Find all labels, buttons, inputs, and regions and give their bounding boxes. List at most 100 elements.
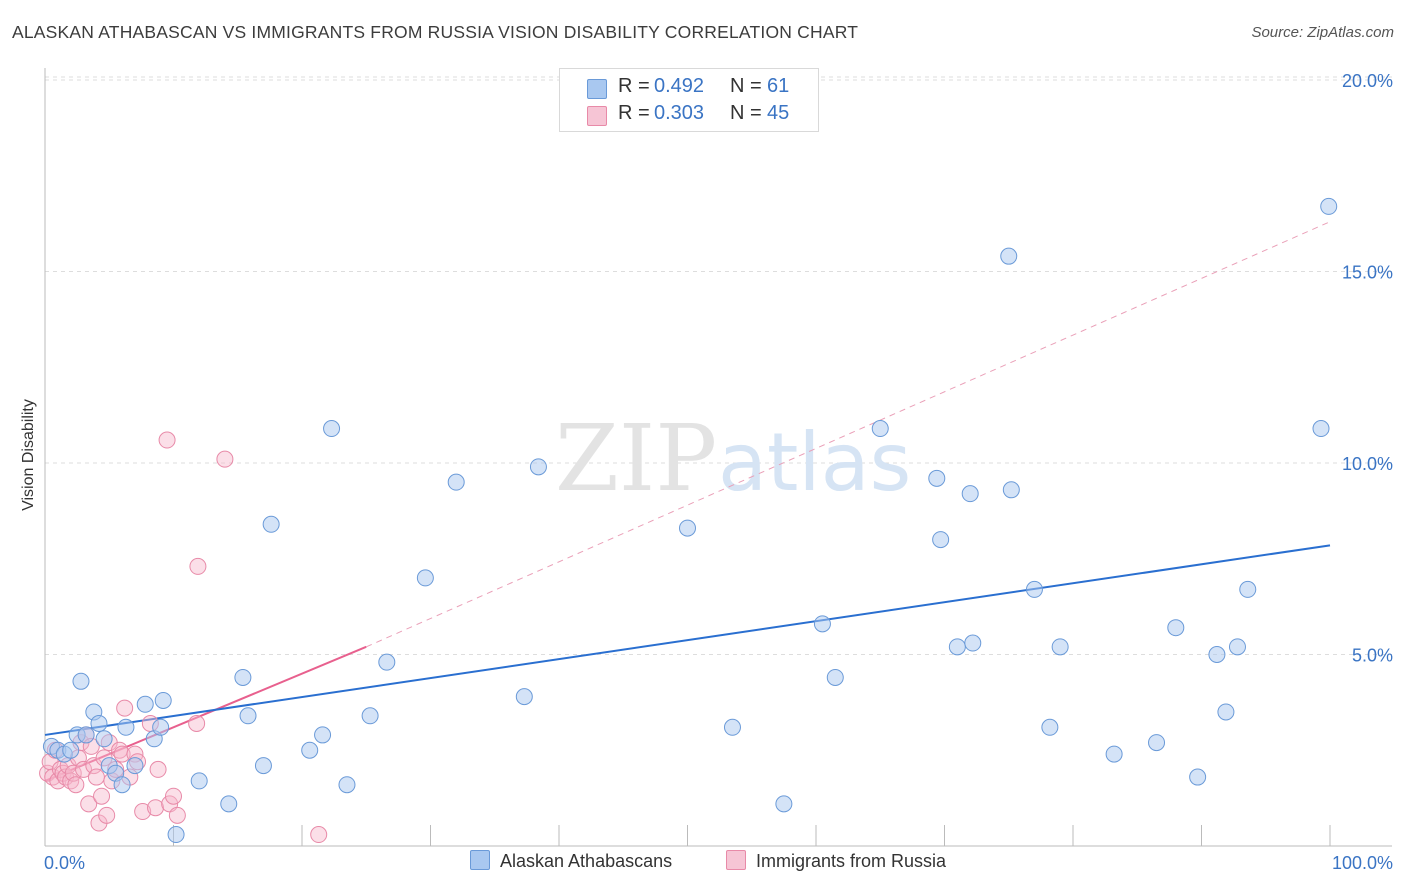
grid-lines (45, 76, 1392, 655)
y-tick-label: 20.0% (1342, 71, 1393, 91)
watermark: ZIP atlas (555, 405, 911, 512)
data-point-athabascans (301, 741, 319, 759)
data-point-athabascans (515, 688, 533, 706)
r-value: 0.492 (654, 75, 705, 97)
data-point-athabascans (113, 776, 131, 794)
data-point-russia (149, 760, 167, 778)
data-point-athabascans (932, 531, 950, 549)
data-point-athabascans (1189, 768, 1207, 786)
data-point-athabascans (1217, 703, 1235, 721)
data-point-russia (165, 787, 182, 805)
data-point-athabascans (117, 718, 135, 736)
stats-row-russia: R = 0.303 N = 45 (560, 102, 818, 128)
y-tick-label: 10.0% (1342, 454, 1393, 474)
data-point-athabascans (1025, 580, 1043, 598)
data-point-russia (147, 799, 165, 817)
data-point-athabascans (154, 691, 172, 709)
data-point-athabascans (447, 473, 465, 491)
legend-label: Immigrants from Russia (756, 851, 947, 871)
data-point-athabascans (90, 714, 108, 732)
data-point-athabascans (813, 615, 831, 633)
data-point-athabascans (314, 726, 332, 744)
data-point-russia (80, 795, 98, 813)
data-point-athabascans (1320, 197, 1338, 215)
data-point-athabascans (323, 420, 341, 438)
x-tick-label: 100.0% (1332, 853, 1393, 873)
data-point-athabascans (361, 707, 379, 725)
n-label: N = (730, 75, 762, 97)
r-value: 0.303 (654, 102, 705, 124)
data-point-athabascans (77, 726, 95, 744)
data-point-athabascans (1228, 638, 1246, 656)
trend-line-athabascans (44, 544, 1331, 736)
data-point-russia (98, 806, 116, 824)
data-point-athabascans (239, 707, 257, 725)
data-point-athabascans (1041, 718, 1059, 736)
data-point-russia (168, 806, 186, 824)
data-point-athabascans (1208, 646, 1226, 663)
data-point-athabascans (948, 638, 966, 656)
data-point-russia (189, 557, 207, 575)
series-immigrants-from-russia (39, 431, 328, 844)
data-point-athabascans (234, 668, 252, 686)
data-point-russia (67, 776, 85, 794)
data-point-russia (113, 745, 131, 763)
n-value: 45 (767, 102, 790, 124)
y-tick-label: 15.0% (1342, 263, 1393, 283)
data-point-athabascans (529, 458, 547, 476)
data-point-russia (216, 450, 234, 468)
data-point-athabascans (775, 795, 793, 813)
legend-label: Alaskan Athabascans (500, 851, 673, 871)
data-point-athabascans (95, 730, 113, 748)
chart-title: ALASKAN ATHABASCAN VS IMMIGRANTS FROM RU… (12, 22, 859, 42)
stats-legend: R = 0.492 N = 61 R = 0.303 N = 45 (559, 68, 819, 132)
data-point-athabascans (152, 718, 170, 736)
legend-swatch-blue (587, 79, 607, 99)
data-point-athabascans (262, 515, 280, 533)
tick-labels: 5.0% 10.0% 15.0% 20.0% 0.0% 100.0% (44, 71, 1393, 873)
data-point-athabascans (964, 634, 982, 652)
data-point-russia (134, 803, 152, 821)
legend-swatch-pink (587, 106, 607, 126)
data-point-athabascans (1000, 247, 1018, 265)
r-label: R = (618, 75, 650, 97)
x-tick-label: 0.0% (44, 853, 85, 873)
data-point-athabascans (961, 485, 979, 503)
data-point-athabascans (167, 826, 185, 844)
data-point-athabascans (190, 772, 208, 790)
legend-item-russia[interactable]: Immigrants from Russia (726, 850, 946, 872)
data-point-russia (87, 768, 105, 786)
data-point-athabascans (338, 776, 356, 794)
data-point-athabascans (72, 672, 90, 690)
series-legend: Alaskan Athabascans Immigrants from Russ… (0, 850, 1406, 878)
data-point-athabascans (136, 695, 154, 713)
data-point-athabascans (126, 757, 144, 775)
data-point-russia (188, 714, 206, 732)
data-point-athabascans (220, 795, 238, 813)
watermark-zip: ZIP (555, 405, 717, 512)
data-point-athabascans (1167, 619, 1185, 637)
n-label: N = (730, 102, 762, 124)
source-label: Source: ZipAtlas.com (1251, 24, 1394, 41)
data-point-athabascans (928, 469, 946, 487)
data-point-russia (158, 431, 176, 449)
data-point-athabascans (679, 519, 696, 537)
y-tick-label: 5.0% (1352, 646, 1393, 666)
data-point-athabascans (1148, 734, 1166, 752)
n-value: 61 (767, 75, 790, 97)
legend-item-athabascans[interactable]: Alaskan Athabascans (470, 850, 672, 872)
data-point-athabascans (378, 653, 396, 671)
series-alaskan-athabascans (42, 197, 1338, 844)
data-point-athabascans (1105, 745, 1123, 763)
data-point-athabascans (254, 757, 272, 775)
data-point-athabascans (826, 668, 844, 686)
legend-swatch-pink (726, 850, 746, 870)
r-label: R = (618, 102, 650, 124)
data-point-russia (310, 826, 328, 844)
legend-swatch-blue (470, 850, 490, 870)
data-point-russia (93, 787, 111, 805)
data-point-athabascans (62, 741, 80, 759)
data-point-athabascans (1239, 580, 1257, 598)
data-point-athabascans (1002, 481, 1020, 499)
